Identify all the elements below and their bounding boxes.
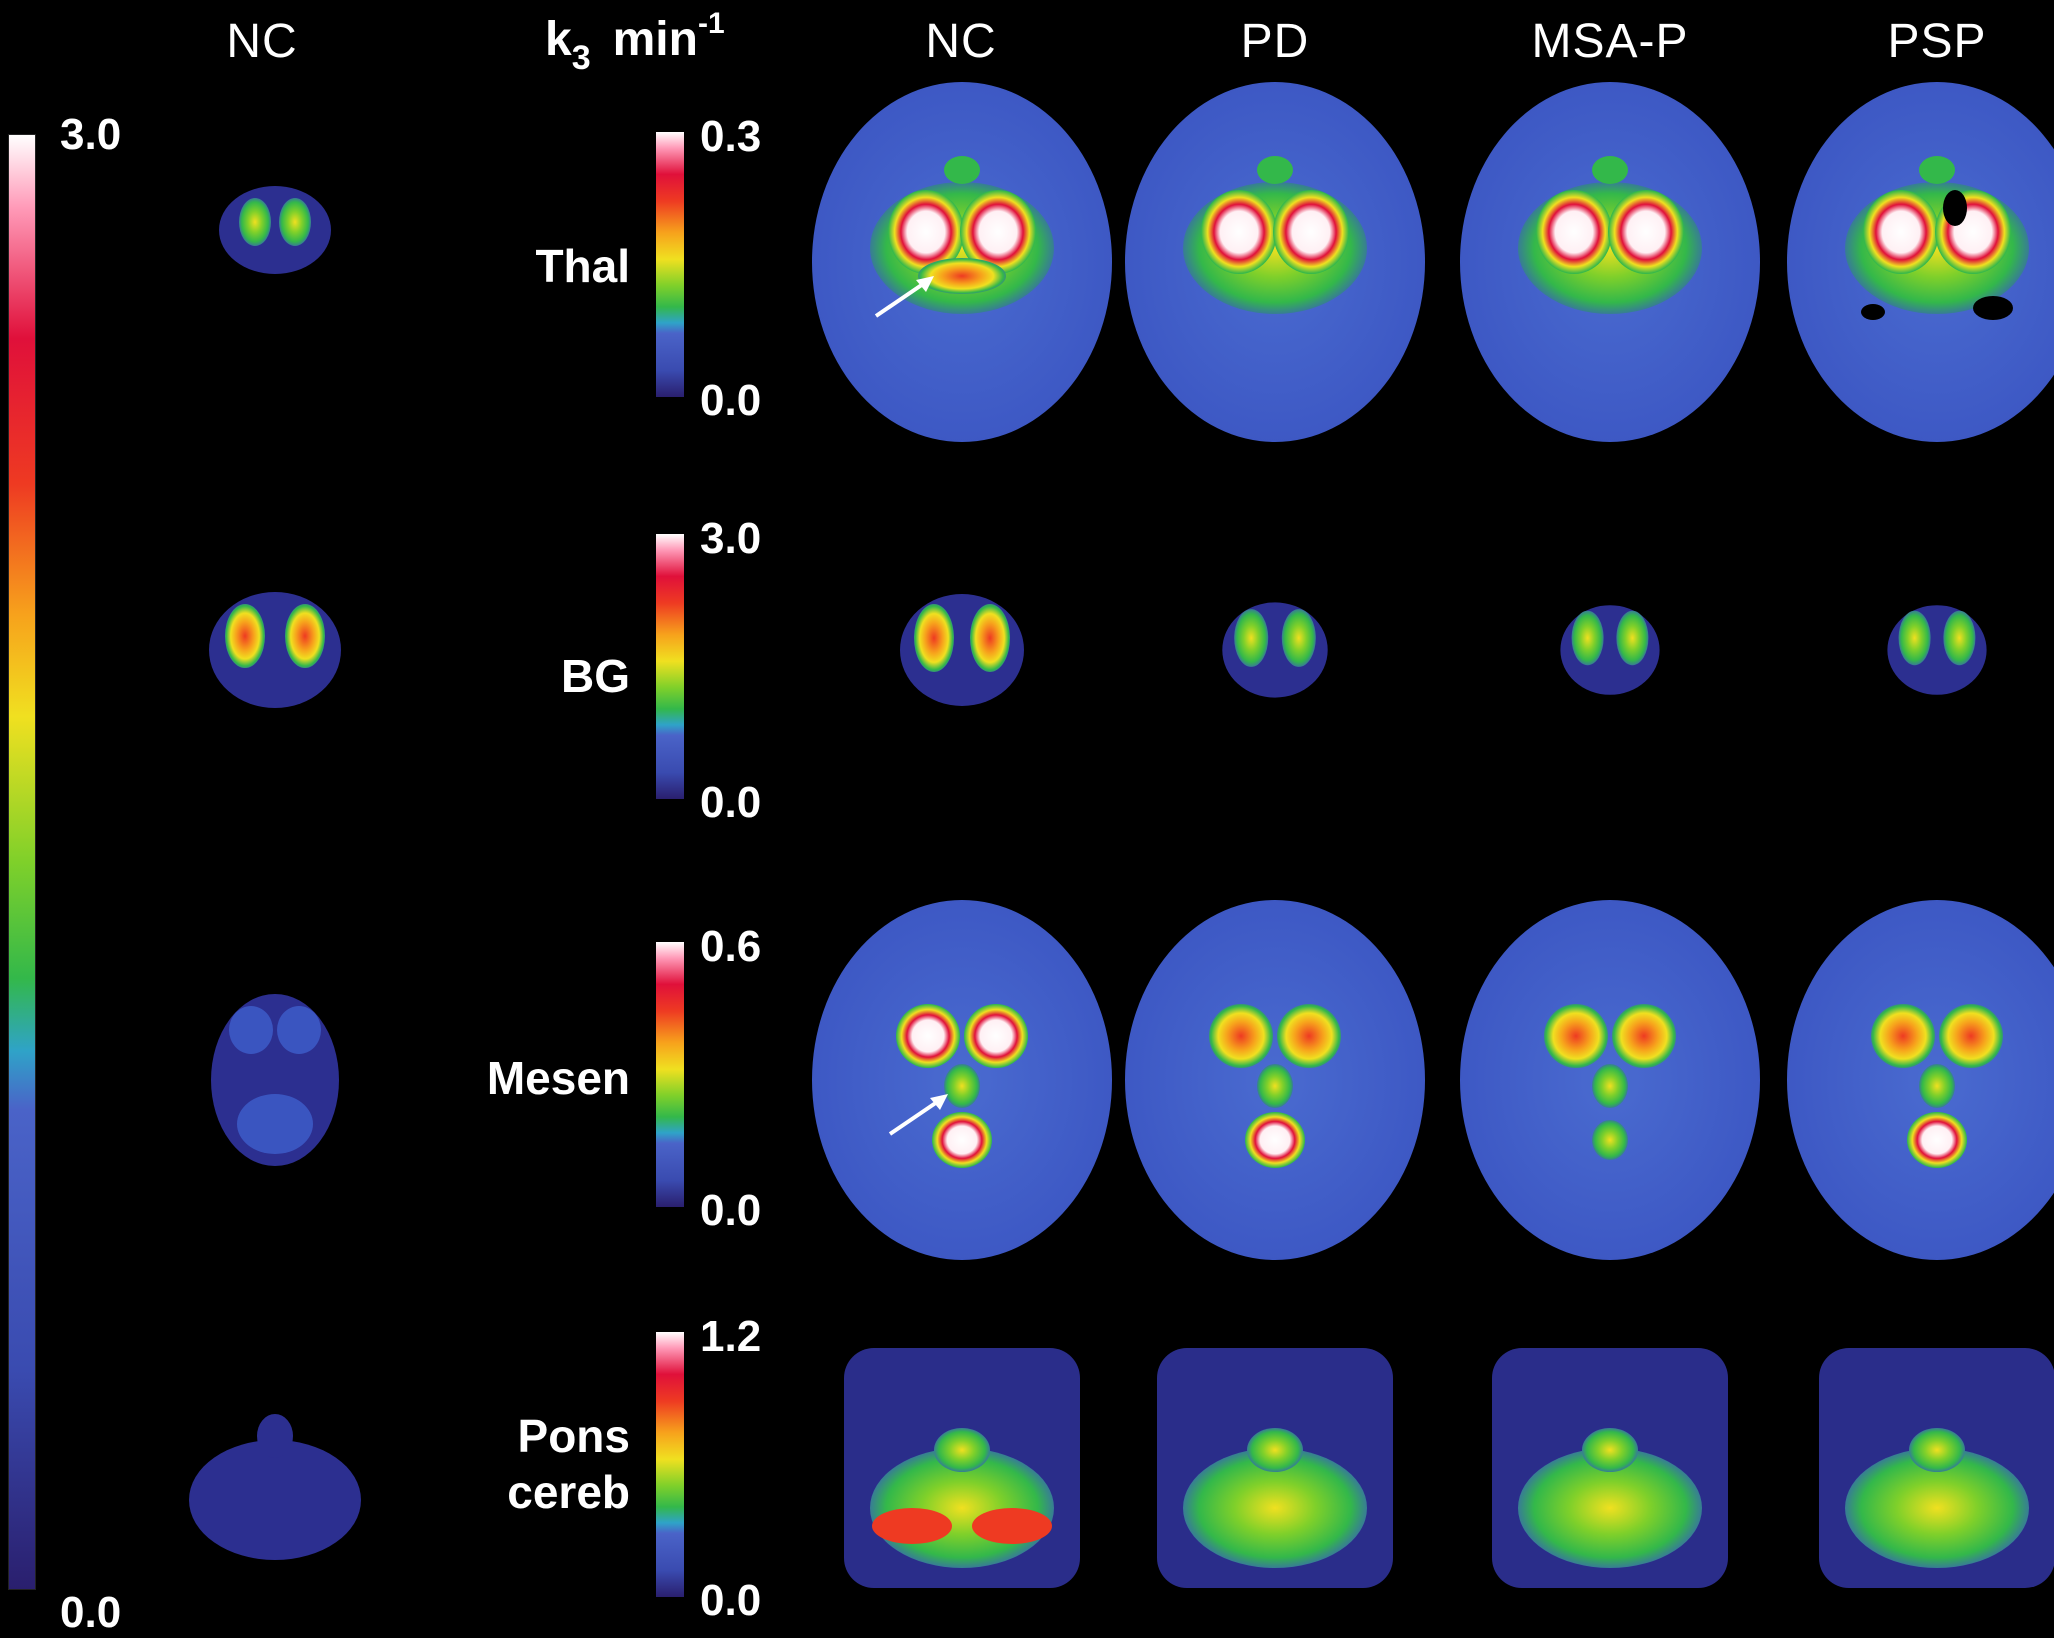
pons-region [1909,1428,1965,1472]
mesen-pons [1245,1112,1305,1168]
mesen-striatum-right [1612,1004,1676,1068]
bg-striatum-left [1571,610,1604,666]
thal-frontal-spot [1919,156,1955,184]
thal-frontal-spot [944,156,980,184]
thal-frontal-spot [1257,156,1293,184]
mesen-striatum-left [896,1004,960,1068]
column-header-pd: PD [1240,15,1310,68]
pons-nc-hotspot [972,1508,1052,1544]
thal-hotspot-left [1201,190,1277,274]
row-colorbar [656,1332,684,1597]
main-colorbar-min-label: 0.0 [60,1588,122,1637]
bg-striatum-right [1943,610,1976,666]
mesen-pons [932,1112,992,1168]
thal-hotspot-left [888,190,964,274]
thal-hotspot-right [960,190,1036,274]
row-colorbar-min-label: 0.0 [700,1186,762,1235]
column-header-msa-p: MSA-P [1531,15,1689,68]
thal-nc-left-hotspot [239,198,271,246]
bg-striatum-left [1898,610,1931,666]
bg-striatum-left [914,604,954,672]
row-label: BG [561,650,630,702]
pons-region [1247,1428,1303,1472]
k3-unit-header: k3 min-1 [545,7,725,77]
row-colorbar [656,534,684,799]
pons-nc-hotspot [872,1508,952,1544]
mesen-pons [1907,1112,1967,1168]
row-colorbar-max-label: 1.2 [700,1312,762,1361]
thal-hotspot-right [1273,190,1349,274]
row-colorbar-max-label: 3.0 [700,514,762,563]
pons-cerebellum [1183,1448,1367,1568]
thal-hotspot-left [1536,190,1612,274]
thal-hotspot-left [1863,190,1939,274]
column-header-left-nc: NC [226,15,298,68]
pons-cerebellum [1518,1448,1702,1568]
main-colorbar [8,134,36,1590]
thal-nc-warm-band [918,258,1006,294]
row-label: Mesen [486,1052,630,1104]
thal-frontal-spot [1592,156,1628,184]
column-header-nc: NC [925,15,997,68]
mesen-striatum-left [1544,1004,1608,1068]
thal-hotspot-right [1608,190,1684,274]
mesen-striatum-right [1939,1004,2003,1068]
mesen-striatum-right [964,1004,1028,1068]
main-colorbar-max-label: 3.0 [60,110,122,159]
row-colorbar-min-label: 0.0 [700,376,762,425]
psp-artifact [1973,296,2013,320]
row-colorbar-min-label: 0.0 [700,778,762,827]
thal-nc-left-scan [219,186,331,274]
column-header-psp: PSP [1887,15,1987,68]
pons-region [934,1428,990,1472]
thal-nc-left-hotspot [279,198,311,246]
pons-region [1582,1428,1638,1472]
row-colorbar-min-label: 0.0 [700,1576,762,1625]
mesen-midbrain [1592,1064,1628,1108]
mesen-striatum-left [1209,1004,1273,1068]
bg-nc-left-striatum [285,604,325,668]
bg-striatum-left [1234,609,1269,667]
psp-artifact [1943,190,1967,226]
row-colorbar [656,132,684,397]
row-colorbar-max-label: 0.6 [700,922,762,971]
mesen-midbrain [1919,1064,1955,1108]
mesen-striatum-left [1871,1004,1935,1068]
row-colorbar-max-label: 0.3 [700,112,762,161]
pons-nc-left-scan [189,1440,361,1560]
mesen-nc-left-region [229,1006,273,1054]
arrow-icon [888,1094,948,1136]
row-colorbar [656,942,684,1207]
mesen-nc-left-region [237,1094,313,1154]
mesen-pons [1592,1120,1628,1160]
bg-nc-left-striatum [225,604,265,668]
mesen-midbrain [1257,1064,1293,1108]
bg-striatum-right [1616,610,1649,666]
pons-nc-left-region [257,1414,293,1458]
mesen-striatum-right [1277,1004,1341,1068]
arrow-icon [874,276,934,318]
mesen-nc-left-region [277,1006,321,1054]
pons-cerebellum [1845,1448,2029,1568]
row-label: Pons cereb [507,1410,630,1518]
psp-artifact [1861,304,1885,320]
bg-striatum-right [970,604,1010,672]
bg-striatum-right [1281,609,1316,667]
mesen-midbrain [944,1064,980,1108]
row-label: Thal [535,240,630,292]
